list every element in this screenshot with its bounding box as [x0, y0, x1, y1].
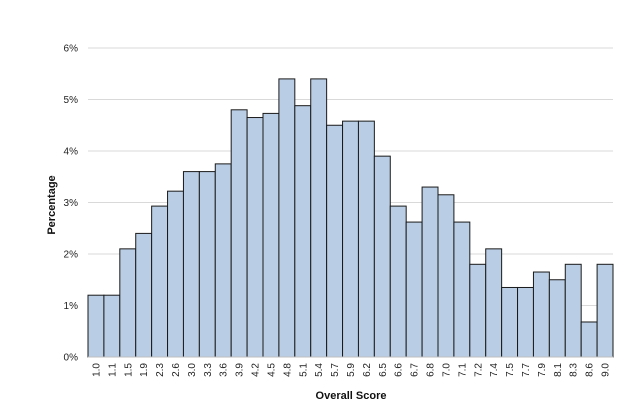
x-tick-label: 6.6: [394, 363, 405, 377]
bar-8.3: [564, 263, 582, 358]
x-tick-label: 7.4: [489, 363, 500, 377]
bar-3.0: [182, 171, 200, 358]
y-axis-title: Percentage: [46, 175, 58, 234]
bar-7.2: [469, 263, 487, 358]
y-axis-ticks: 0% 1% 2% 3% 4% 5% 6%: [64, 44, 79, 364]
bar-7.4: [485, 248, 503, 358]
bar-5.4: [310, 78, 328, 358]
x-axis-title: Overall Score: [316, 390, 387, 402]
bar-1.0: [87, 294, 105, 358]
bar-1.9: [135, 232, 153, 358]
x-tick-label: 6.2: [362, 363, 373, 377]
x-tick-label: 8.6: [585, 363, 596, 377]
x-tick-label: 5.4: [314, 363, 325, 377]
x-tick-label: 1.5: [123, 363, 134, 377]
bar-6.8: [421, 186, 439, 358]
x-tick-label: 7.9: [537, 363, 548, 377]
x-tick-label: 1.0: [91, 363, 102, 377]
bar-3.6: [214, 163, 232, 358]
y-tick-label: 2%: [64, 250, 79, 261]
y-tick-label: 4%: [64, 147, 79, 158]
x-tick-label: 3.6: [219, 363, 230, 377]
bar-2.6: [167, 190, 184, 358]
bar-1.5: [119, 248, 137, 358]
bar-6.7: [405, 221, 423, 358]
bar-6.6: [389, 205, 407, 358]
x-tick-label: 5.1: [298, 363, 309, 377]
bar-1.1: [103, 294, 121, 358]
x-tick-label: 7.2: [473, 363, 484, 377]
x-tick-label: 1.9: [139, 363, 150, 377]
x-tick-label: 7.7: [521, 363, 532, 377]
bar-5.1: [294, 105, 312, 358]
x-tick-label: 6.5: [378, 363, 389, 377]
x-tick-label: 4.2: [251, 363, 262, 377]
x-tick-label: 5.7: [330, 363, 341, 377]
x-tick-label: 4.5: [266, 363, 277, 377]
x-tick-label: 6.7: [410, 363, 421, 377]
x-tick-label: 7.0: [441, 363, 452, 377]
bar-2.3: [151, 205, 169, 358]
bars: [87, 78, 614, 358]
x-tick-label: 3.9: [235, 363, 246, 377]
x-tick-label: 3.3: [203, 363, 214, 377]
bar-8.6: [580, 321, 598, 358]
bar-7.1: [453, 221, 471, 358]
bar-6.5: [373, 155, 391, 358]
x-tick-label: 5.9: [346, 363, 357, 377]
y-tick-label: 0%: [64, 353, 79, 364]
bar-4.2: [246, 117, 264, 358]
bar-5.9: [342, 120, 359, 358]
x-tick-label: 2.6: [171, 363, 182, 377]
x-tick-label: 9.0: [601, 363, 612, 377]
x-tick-label: 6.8: [426, 363, 437, 377]
bar-3.3: [198, 171, 216, 358]
bar-7.9: [532, 271, 550, 358]
bar-7.7: [517, 286, 534, 358]
x-tick-label: 7.1: [457, 363, 468, 377]
y-tick-label: 6%: [64, 44, 79, 55]
y-tick-label: 3%: [64, 198, 79, 209]
x-tick-label: 8.1: [553, 363, 564, 377]
x-tick-label: 4.8: [282, 363, 293, 377]
x-tick-label: 1.1: [107, 363, 118, 377]
bar-7.5: [501, 286, 519, 358]
bar-4.5: [262, 112, 280, 358]
bar-4.8: [278, 78, 296, 358]
x-tick-label: 7.5: [505, 363, 516, 377]
x-tick-label: 2.3: [155, 363, 166, 377]
y-tick-label: 5%: [64, 95, 79, 106]
bar-8.1: [548, 279, 566, 358]
bar-7.0: [437, 194, 455, 358]
x-tick-label: 3.0: [187, 363, 198, 377]
bar-6.2: [357, 120, 375, 358]
x-tick-label: 8.3: [569, 363, 580, 377]
bar-9.0: [596, 263, 614, 358]
x-axis-ticks: 1.0 1.1 1.5 1.9 2.3 2.6 3.0 3.3 3.6 3.9 4.2 4.5 4.8 5…: [91, 363, 611, 377]
bar-5.7: [326, 124, 344, 358]
bar-3.9: [230, 109, 248, 358]
y-tick-label: 1%: [64, 301, 79, 312]
